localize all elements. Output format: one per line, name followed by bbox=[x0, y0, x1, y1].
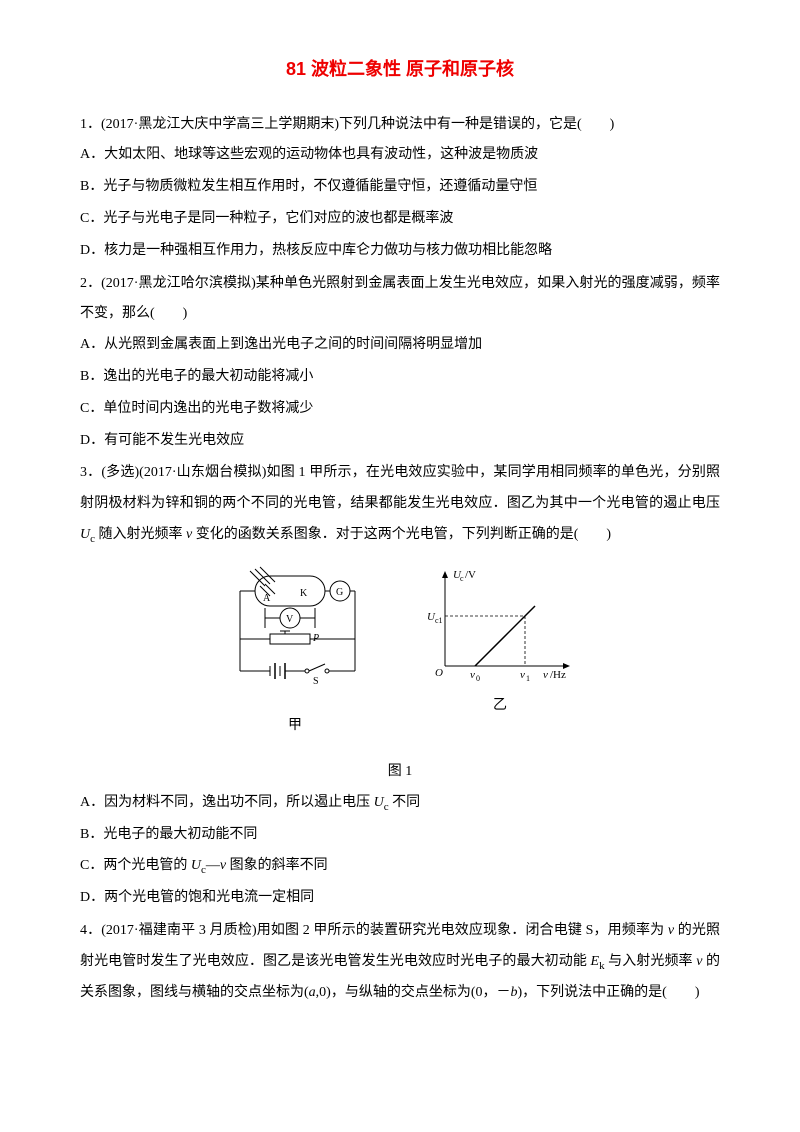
figure-1: A K G V P bbox=[80, 566, 720, 742]
fig-label-left: 甲 bbox=[225, 711, 365, 742]
q1-option-d: D．核力是一种强相互作用力，热核反应中库仑力做功与核力做功相比能忽略 bbox=[80, 236, 720, 267]
q3-option-c: C．两个光电管的 Uc—ν 图象的斜率不同 bbox=[80, 851, 720, 882]
svg-text:K: K bbox=[300, 588, 308, 599]
q4-stem: 4．(2017·福建南平 3 月质检)用如图 2 甲所示的装置研究光电效应现象．… bbox=[80, 916, 720, 1009]
q3-stem: 3．(多选)(2017·山东烟台模拟)如图 1 甲所示，在光电效应实验中，某同学… bbox=[80, 458, 720, 551]
q2-option-a: A．从光照到金属表面上到逸出光电子之间的时间间隔将明显增加 bbox=[80, 330, 720, 361]
question-4: 4．(2017·福建南平 3 月质检)用如图 2 甲所示的装置研究光电效应现象．… bbox=[80, 916, 720, 1009]
svg-text:0: 0 bbox=[476, 674, 480, 683]
svg-text:O: O bbox=[435, 667, 443, 679]
q1-stem: 1．(2017·黑龙江大庆中学高三上学期期末)下列几种说法中有一种是错误的，它是… bbox=[80, 110, 720, 141]
svg-text:V: V bbox=[286, 614, 294, 625]
q2-option-d: D．有可能不发生光电效应 bbox=[80, 426, 720, 457]
svg-text:S: S bbox=[313, 676, 319, 687]
page-title: 81 波粒二象性 原子和原子核 bbox=[80, 50, 720, 90]
q1-option-c: C．光子与光电子是同一种粒子，它们对应的波也都是概率波 bbox=[80, 204, 720, 235]
svg-text:ν: ν bbox=[543, 669, 548, 681]
graph-diagram: Uc/V Uc1 O ν0 ν1 ν/Hz 乙 bbox=[425, 566, 575, 722]
fig-1-caption: 图 1 bbox=[80, 757, 720, 788]
q3-option-b: B．光电子的最大初动能不同 bbox=[80, 820, 720, 851]
svg-text:ν: ν bbox=[520, 669, 525, 681]
q2-stem: 2．(2017·黑龙江哈尔滨模拟)某种单色光照射到金属表面上发生光电效应，如果入… bbox=[80, 269, 720, 331]
question-2: 2．(2017·黑龙江哈尔滨模拟)某种单色光照射到金属表面上发生光电效应，如果入… bbox=[80, 269, 720, 457]
svg-text:1: 1 bbox=[526, 674, 530, 683]
q1-option-b: B．光子与物质微粒发生相互作用时，不仅遵循能量守恒，还遵循动量守恒 bbox=[80, 172, 720, 203]
svg-text:/Hz: /Hz bbox=[550, 669, 566, 681]
question-3: 3．(多选)(2017·山东烟台模拟)如图 1 甲所示，在光电效应实验中，某同学… bbox=[80, 458, 720, 914]
svg-text:A: A bbox=[263, 593, 271, 604]
q3-option-d: D．两个光电管的饱和光电流一定相同 bbox=[80, 883, 720, 914]
q2-option-c: C．单位时间内逸出的光电子数将减少 bbox=[80, 394, 720, 425]
svg-text:c: c bbox=[460, 574, 464, 583]
q2-option-b: B．逸出的光电子的最大初动能将减小 bbox=[80, 362, 720, 393]
q1-option-a: A．大如太阳、地球等这些宏观的运动物体也具有波动性，这种波是物质波 bbox=[80, 140, 720, 171]
circuit-diagram: A K G V P bbox=[225, 566, 365, 742]
question-1: 1．(2017·黑龙江大庆中学高三上学期期末)下列几种说法中有一种是错误的，它是… bbox=[80, 110, 720, 267]
svg-text:ν: ν bbox=[470, 669, 475, 681]
fig-label-right: 乙 bbox=[425, 691, 575, 722]
svg-text:c1: c1 bbox=[435, 616, 443, 625]
q3-option-a: A．因为材料不同，逸出功不同，所以遏止电压 Uc 不同 bbox=[80, 788, 720, 819]
svg-text:G: G bbox=[336, 587, 343, 598]
svg-text:/V: /V bbox=[465, 569, 476, 581]
